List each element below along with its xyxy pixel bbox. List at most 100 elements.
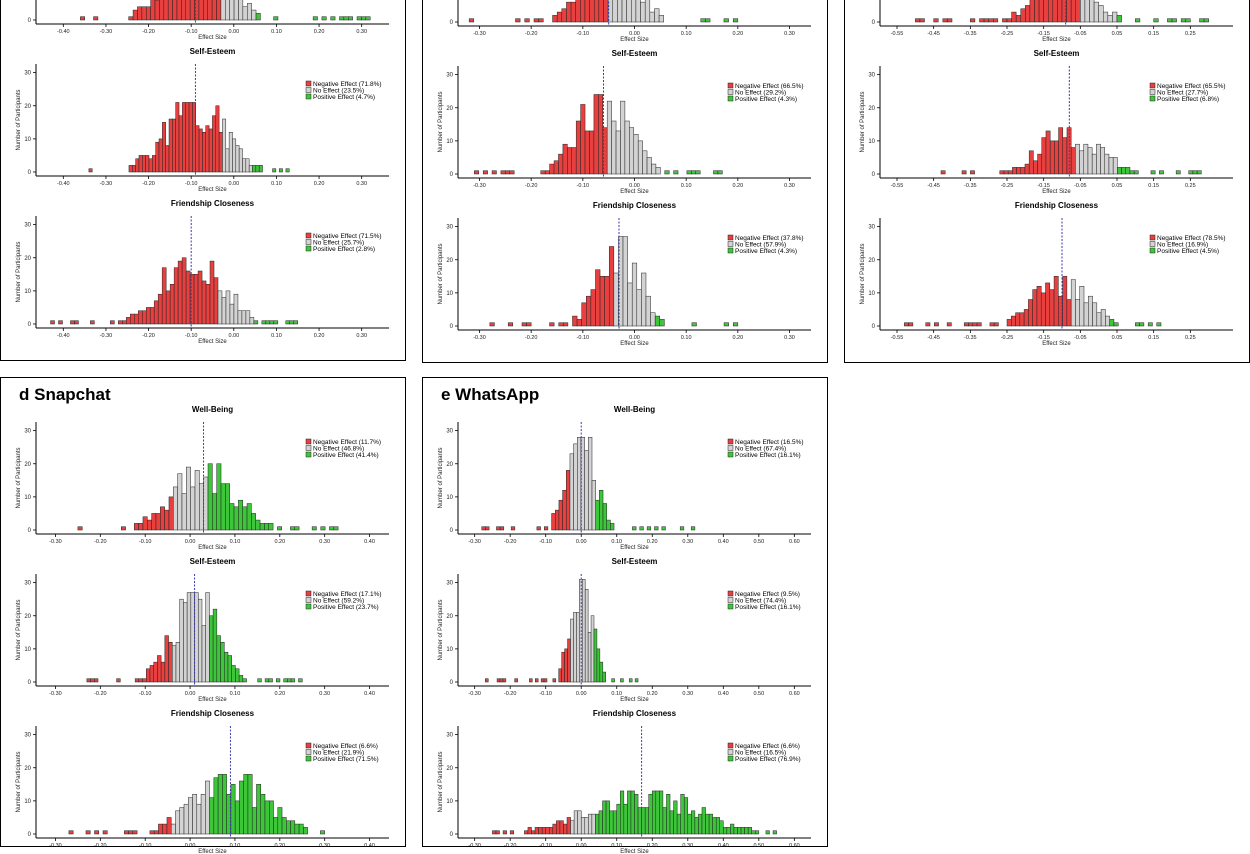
histogram-bar: [179, 598, 184, 683]
legend-entry: Positive Effect (71.5%): [313, 756, 379, 763]
legend-entry: Positive Effect (4.5%): [1157, 248, 1219, 255]
histogram-bar: [529, 678, 533, 683]
y-axis-label: Number of Participants: [438, 447, 444, 508]
histogram-bar: [603, 0, 609, 23]
histogram-bar: [220, 483, 226, 531]
histogram-bars: [77, 463, 339, 531]
y-tick-label: 10: [868, 291, 875, 297]
histogram-bar: [211, 0, 217, 21]
legend-entry: No Effect (16.9%): [1157, 242, 1208, 249]
histogram-bar: [225, 290, 231, 325]
histogram-bar: [611, 120, 617, 175]
histogram-bar: [245, 310, 251, 325]
histogram-bar: [181, 257, 187, 325]
histogram-bar: [492, 830, 497, 835]
legend-swatch: [305, 590, 312, 597]
y-tick-label: 30: [868, 225, 875, 231]
histogram-bar: [1147, 322, 1153, 327]
x-tick-label: -0.30: [49, 691, 62, 697]
histogram-bar: [134, 678, 140, 683]
histogram-bar: [132, 830, 138, 835]
y-tick-label: 20: [24, 104, 31, 110]
histogram-bar: [658, 15, 664, 23]
x-tick-label: 0.00: [576, 691, 587, 697]
histogram-bar: [510, 526, 516, 531]
histogram-bar: [1016, 167, 1022, 175]
histogram-bar: [1019, 312, 1025, 327]
chart-title: Friendship Closeness: [593, 709, 677, 718]
histogram-bar: [1135, 322, 1140, 327]
x-tick-label: 0.10: [271, 29, 282, 35]
histogram-bar: [1135, 18, 1141, 23]
histogram-bar: [571, 147, 577, 175]
y-tick-label: 30: [446, 73, 453, 79]
histogram-bar: [581, 579, 586, 683]
histogram-bar: [175, 102, 180, 173]
histogram-bar: [655, 790, 660, 835]
histogram-bar: [598, 0, 604, 23]
histogram-bars: [474, 94, 723, 175]
histogram-bar: [1038, 0, 1044, 23]
histogram-bar: [189, 0, 195, 21]
histogram-bar: [940, 170, 946, 175]
x-tick-label: 0.00: [576, 843, 587, 849]
x-axis-label: Effect Size: [620, 341, 649, 346]
histogram-bar: [155, 141, 160, 173]
histogram-bar: [253, 320, 259, 325]
histogram-bar: [1096, 143, 1101, 175]
x-tick-label: -0.05: [1074, 335, 1087, 341]
histogram-bar: [205, 780, 210, 835]
histogram-bar: [1196, 170, 1202, 175]
x-tick-label: 0.40: [718, 539, 729, 545]
histogram-bar: [128, 165, 133, 173]
x-tick-label: 0.10: [271, 181, 282, 187]
histogram-bar: [968, 322, 974, 327]
histogram-bar: [251, 9, 257, 21]
histogram-bar: [234, 800, 240, 835]
histogram-bar: [620, 100, 626, 175]
histogram-bar: [1092, 302, 1098, 327]
histogram-bar: [86, 678, 91, 683]
histogram-bar: [186, 592, 192, 683]
histogram-bar: [509, 830, 514, 835]
histogram-bar: [502, 678, 507, 683]
x-tick-label: 0.60: [789, 539, 800, 545]
histogram-bar: [246, 503, 252, 531]
histogram-bar: [1108, 157, 1114, 175]
histogram-bar: [598, 810, 603, 835]
legend-entry: Positive Effect (4.3%): [735, 96, 797, 103]
histogram-bar: [496, 678, 501, 683]
histogram-bar: [212, 493, 217, 531]
histogram-bar: [644, 807, 649, 835]
histogram-bar: [118, 320, 123, 325]
histogram-bar: [636, 289, 642, 327]
histogram-bar: [468, 18, 475, 23]
x-axis-label: Effect Size: [1042, 37, 1071, 42]
histogram-bar: [186, 466, 191, 531]
histogram-bar: [365, 16, 371, 21]
y-tick-label: 20: [446, 106, 453, 112]
y-axis-label: Number of Participants: [16, 241, 22, 302]
y-tick-label: 20: [24, 462, 31, 468]
histogram-bar: [633, 134, 639, 175]
histogram-bar: [312, 16, 318, 21]
histogram-bar: [723, 322, 729, 327]
histogram-bar: [561, 651, 565, 683]
legend-swatch: [727, 742, 734, 749]
histogram-bar: [261, 320, 267, 325]
histogram-bar: [153, 661, 158, 683]
x-tick-label: 0.20: [314, 29, 325, 35]
histogram-bar: [196, 803, 202, 835]
legend-swatch: [727, 241, 734, 247]
histogram-bar: [566, 817, 571, 835]
histogram-bar: [607, 0, 614, 23]
x-tick-label: 0.10: [681, 335, 692, 341]
histogram-bar: [201, 280, 207, 325]
histogram-bar: [544, 170, 550, 175]
histogram-bar: [50, 320, 55, 325]
histogram-bar: [181, 0, 187, 21]
x-tick-label: 0.00: [629, 183, 640, 189]
y-axis-label: Number of Participants: [860, 243, 866, 304]
histogram-bar: [1199, 18, 1205, 23]
histogram-bar: [691, 810, 696, 835]
